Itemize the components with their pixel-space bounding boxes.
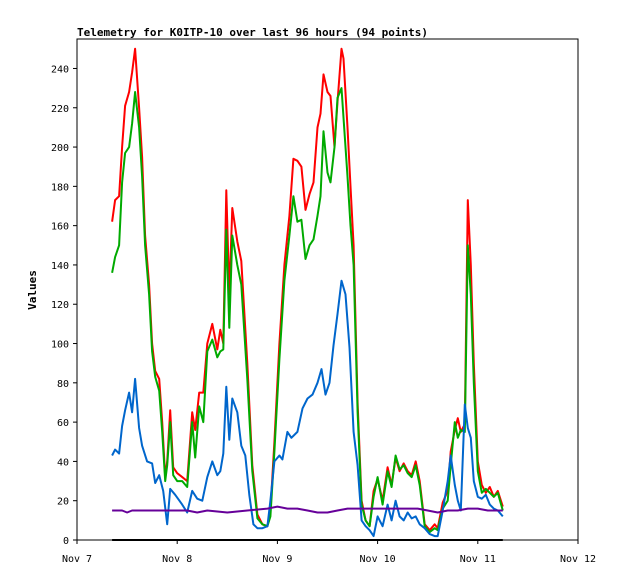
x-tick-label: Nov 11 — [460, 554, 496, 565]
y-tick-label: 200 — [51, 143, 69, 154]
series-line-3 — [111, 279, 504, 538]
series-line-2 — [111, 87, 504, 534]
y-tick-label: 140 — [51, 261, 69, 272]
x-tick-label: Nov 8 — [162, 554, 192, 565]
y-tick-label: 100 — [51, 340, 69, 351]
y-tick-label: 240 — [51, 64, 69, 75]
y-tick-label: 20 — [57, 497, 69, 508]
x-tick-label: Nov 9 — [262, 554, 292, 565]
y-tick-label: 220 — [51, 104, 69, 115]
x-axis: Nov 7 Nov 8 Nov 9 Nov 10 Nov 11 Nov 12 — [62, 540, 596, 565]
series-line-4 — [112, 505, 503, 514]
y-axis: 0 20 40 60 80 100 120 140 160 180 200 220 240 — [51, 64, 77, 547]
x-tick-label: Nov 10 — [360, 554, 396, 565]
y-tick-label: 180 — [51, 182, 69, 193]
y-tick-label: 0 — [63, 536, 69, 547]
x-tick-label: Nov 12 — [560, 554, 596, 565]
series-line-1 — [111, 47, 504, 532]
y-axis-label: Values — [26, 270, 39, 310]
y-tick-label: 80 — [57, 379, 69, 390]
y-tick-label: 120 — [51, 300, 69, 311]
series-group — [111, 47, 504, 541]
y-tick-label: 160 — [51, 222, 69, 233]
y-tick-label: 60 — [57, 418, 69, 429]
y-tick-label: 40 — [57, 457, 69, 468]
chart-title: Telemetry for K0ITP-10 over last 96 hour… — [77, 26, 428, 39]
x-tick-label: Nov 7 — [62, 554, 92, 565]
